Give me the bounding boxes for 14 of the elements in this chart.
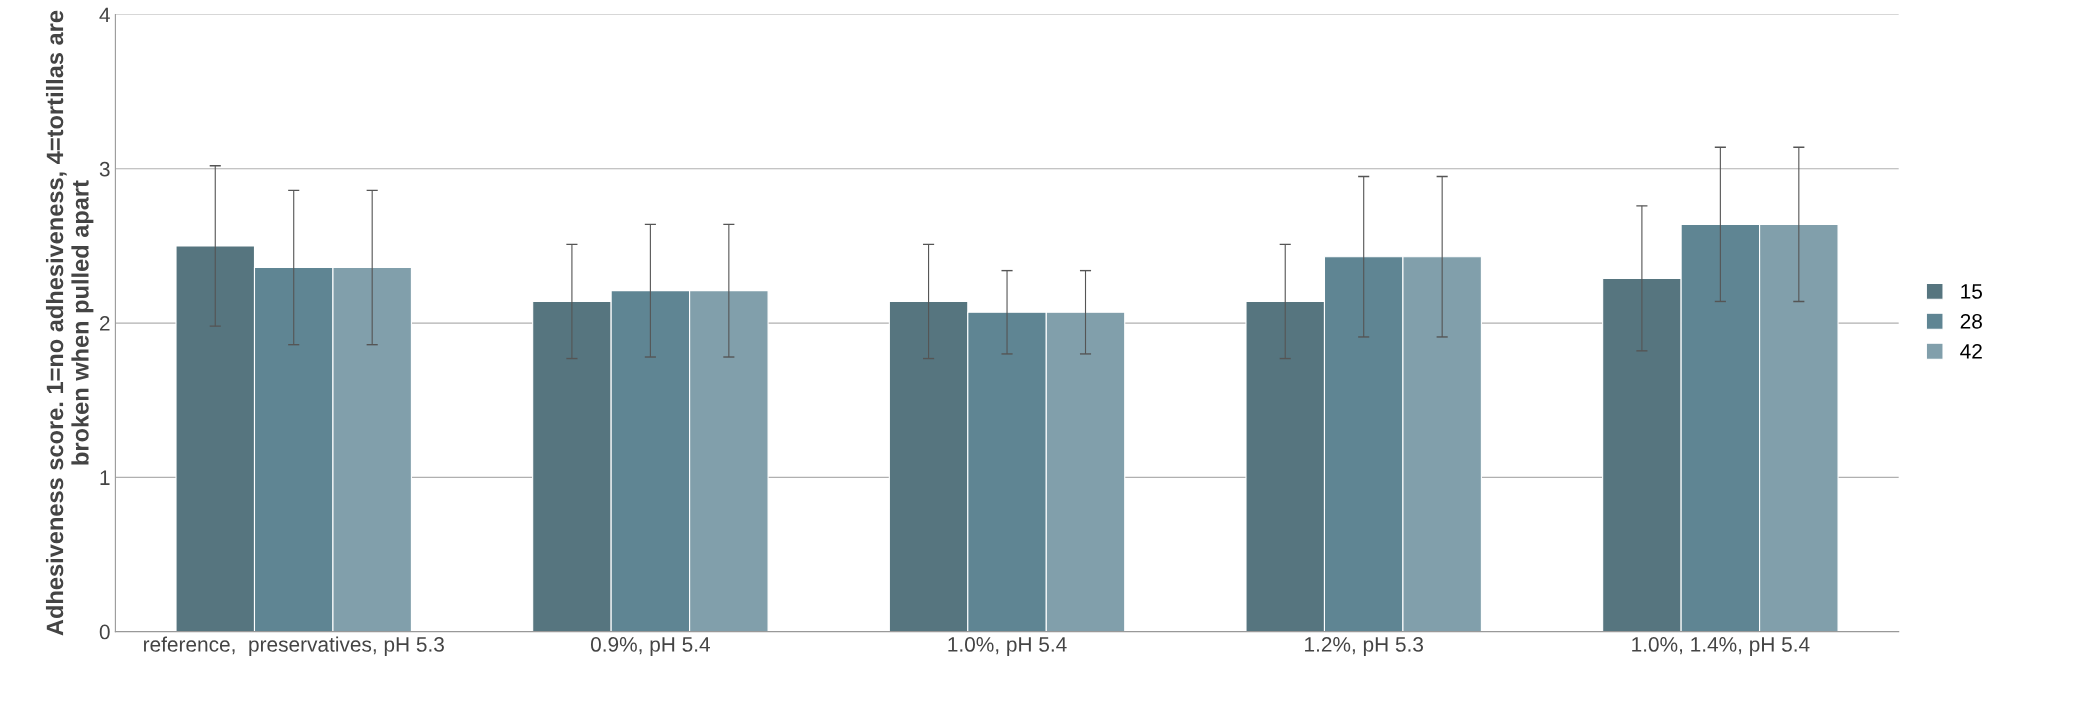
legend-label: 42 [1960,343,1982,359]
x-tick-label: reference, preservatives, pH 5.3 [144,636,444,656]
x-tick-label: 1.2%, pH 5.3 [1305,637,1424,656]
legend-label: 15 [1961,284,1982,299]
y-tick-label: 4 [99,7,110,23]
x-tick-label: 0.9%, pH 5.4 [590,637,710,656]
y-tick-label: 1 [100,470,110,485]
legend-label: 28 [1960,313,1982,329]
y-tick-label: 2 [99,316,110,331]
y-tick-label: 3 [99,161,110,177]
y-axis-title: Adhesiveness score. 1=no adhesiveness, 4=tortillas are broken when pulled apart [45,10,94,636]
x-tick-label: 1.0%, 1.4%, pH 5.4 [1632,637,1810,656]
x-tick-label: 1.0%, pH 5.4 [948,637,1067,656]
y-tick-label: 0 [99,624,110,640]
